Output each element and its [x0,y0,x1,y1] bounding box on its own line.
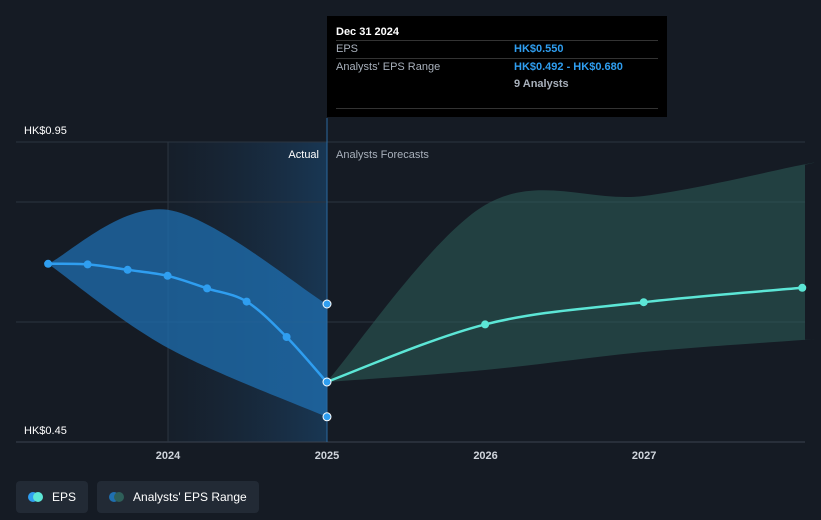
tooltip-eps-value: HK$0.550 [514,43,564,55]
chart-legend: EPS Analysts' EPS Range [16,481,259,513]
eps-point [242,297,251,306]
eps-point [282,333,291,341]
x-tick-label: 2024 [156,450,181,462]
legend-range-label: Analysts' EPS Range [133,490,247,504]
tooltip-range-row: Analysts' EPS Range HK$0.492 - HK$0.680 [336,58,658,76]
eps-point [798,283,807,292]
eps-line-forecast [326,286,803,384]
y-bottom-label: HK$0.45 [24,425,67,437]
tooltip-eps-label: EPS [336,43,359,55]
eps-tooltip: Dec 31 2024 EPS HK$0.550 Analysts' EPS R… [327,16,667,117]
eps-point [83,260,92,269]
eps-point [44,259,53,268]
legend-eps[interactable]: EPS [16,481,89,513]
x-tick-label: 2027 [632,450,656,462]
eps-point [163,271,172,280]
x-tick-label: 2026 [473,450,497,462]
tooltip-analysts-count: 9 Analysts [514,78,569,90]
eps-point [203,284,212,293]
eps-swatch-dot-forecast [33,492,43,502]
tooltip-divider [336,108,658,109]
eps-swatch-icon [28,492,44,502]
actual-label: Actual [288,149,319,161]
eps-point [639,298,648,307]
forecast-label: Analysts Forecasts [336,149,429,161]
range-marker [322,412,332,422]
tooltip-range-value: HK$0.492 - HK$0.680 [514,61,623,73]
eps-current-marker [322,377,332,387]
tooltip-analysts-row: 9 Analysts [336,76,658,93]
legend-eps-label: EPS [52,490,77,504]
eps-point [481,320,490,329]
tooltip-eps-row: EPS HK$0.550 [336,40,658,58]
y-top-label: HK$0.95 [24,125,67,137]
range-swatch-dot-forecast [114,492,125,502]
range-area-actual [48,209,327,417]
legend-range[interactable]: Analysts' EPS Range [97,481,259,513]
eps-point [123,265,132,274]
range-swatch-icon [109,492,125,502]
range-marker [322,299,332,309]
range-area-forecast [326,162,815,382]
tooltip-range-label: Analysts' EPS Range [336,61,441,73]
tooltip-date: Dec 31 2024 [336,26,399,38]
x-tick-label: 2025 [315,450,339,462]
